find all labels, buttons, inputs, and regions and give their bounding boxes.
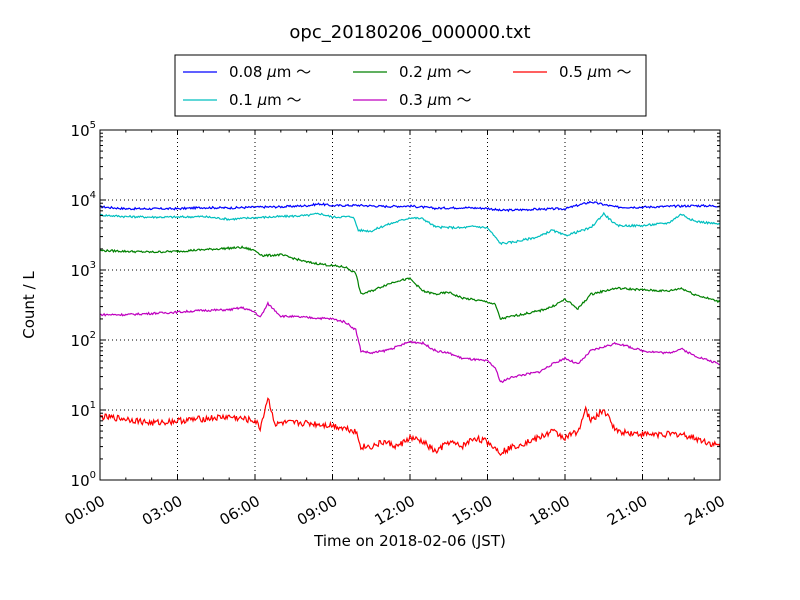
series-group: [99, 200, 721, 457]
legend-label-part: μ: [587, 63, 598, 81]
y-tick-base: 10: [71, 332, 90, 350]
x-tick-label: 06:00: [217, 492, 263, 529]
series-line: [99, 397, 721, 457]
y-tick-base: 10: [71, 192, 90, 210]
legend-entry: 0.3 μm ～: [399, 91, 472, 109]
x-tick-label: 24:00: [682, 492, 728, 529]
y-tick-base: 10: [71, 262, 90, 280]
legend-label-part: m ～: [267, 91, 301, 109]
series-line: [99, 301, 721, 384]
x-tick-label: 21:00: [604, 492, 650, 529]
axis-ticks: [99, 129, 721, 481]
series-line: [99, 211, 721, 246]
y-tick-label: 101: [71, 400, 96, 420]
y-tick-exponent: 0: [90, 470, 96, 481]
legend-label-part: 0.2: [399, 63, 428, 81]
chart-title: opc_20180206_000000.txt: [289, 22, 530, 43]
y-tick-base: 10: [71, 122, 90, 140]
legend-label-part: m ～: [437, 91, 471, 109]
x-axis-label: Time on 2018-02-06 (JST): [313, 532, 506, 550]
x-tick-label: 03:00: [139, 492, 185, 529]
y-tick-exponent: 5: [90, 120, 96, 131]
x-tick-label: 00:00: [62, 492, 108, 529]
y-tick-exponent: 4: [90, 190, 96, 201]
legend-entry: 0.1 μm ～: [229, 91, 302, 109]
legend-label-part: μ: [427, 91, 438, 109]
y-tick-label: 104: [71, 190, 96, 210]
y-tick-exponent: 3: [90, 260, 96, 271]
y-tick-base: 10: [71, 402, 90, 420]
series-line: [99, 245, 721, 320]
x-tick-label: 09:00: [294, 492, 340, 529]
legend-label-part: m ～: [277, 63, 311, 81]
series-line: [100, 200, 721, 213]
legend-label-part: μ: [257, 91, 268, 109]
y-axis-label: Count / L: [20, 271, 38, 339]
x-tick-label: 12:00: [372, 492, 418, 529]
legend-label-part: μ: [266, 63, 277, 81]
y-tick-label: 102: [71, 330, 96, 350]
legend-label-part: 0.1: [229, 91, 258, 109]
legend-frame: [174, 54, 647, 117]
x-tick-label: 15:00: [449, 492, 495, 529]
x-tick-labels: 00:00 03:00 06:00 09:00 12:00 15:00 18:00 21:00…: [62, 492, 728, 529]
legend: 0.08 μm ～0.1 μm ～0.2 μm ～0.3 μm ～0.5 μm …: [174, 54, 647, 117]
legend-label-part: μ: [427, 63, 438, 81]
legend-label-part: 0.3: [399, 91, 428, 109]
legend-entry: 0.5 μm ～: [559, 63, 632, 81]
legend-entry: 0.2 μm ～: [399, 63, 472, 81]
y-tick-label: 103: [71, 260, 96, 280]
legend-entry: 0.08 μm ～: [229, 63, 311, 81]
y-tick-label: 105: [71, 120, 96, 140]
x-tick-label: 18:00: [527, 492, 573, 529]
legend-label-part: 0.5: [559, 63, 588, 81]
y-tick-exponent: 1: [90, 400, 96, 411]
legend-label-part: 0.08: [229, 63, 267, 81]
legend-label-part: m ～: [597, 63, 631, 81]
legend-label-part: m ～: [437, 63, 471, 81]
y-tick-exponent: 2: [90, 330, 96, 341]
y-tick-label: 100: [71, 470, 96, 490]
grid: [100, 130, 720, 480]
y-tick-base: 10: [71, 472, 90, 490]
